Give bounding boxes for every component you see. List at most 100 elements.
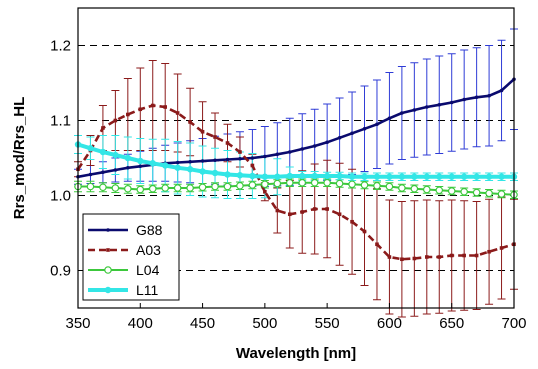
data-point-g88 <box>263 154 267 159</box>
data-point-g88 <box>449 100 454 105</box>
data-point-l11 <box>448 173 455 180</box>
legend-label-g88: G88 <box>136 222 163 238</box>
data-point-g88 <box>400 111 404 115</box>
data-point-l04 <box>398 184 406 192</box>
data-point-a03 <box>287 212 292 217</box>
data-point-g88 <box>138 164 143 169</box>
data-point-a03 <box>337 212 342 217</box>
data-point-l11 <box>498 173 505 180</box>
data-point-l11 <box>186 166 194 173</box>
data-point-g88 <box>412 108 417 112</box>
legend-box <box>82 213 180 301</box>
data-point-l11 <box>87 145 94 152</box>
data-point-g88 <box>462 97 466 102</box>
data-point-a03 <box>300 210 305 214</box>
data-point-a03 <box>225 141 230 145</box>
data-point-g88 <box>250 156 255 160</box>
data-point-l11 <box>299 172 306 180</box>
data-point-l11 <box>124 154 132 162</box>
data-point-l04 <box>485 189 493 198</box>
data-point-l11 <box>460 173 468 180</box>
data-point-a03 <box>499 246 504 250</box>
data-point-g88 <box>188 159 192 164</box>
data-point-g88 <box>287 150 292 154</box>
data-point-l11 <box>423 173 430 180</box>
data-point-l11 <box>336 172 343 180</box>
plot-frame <box>77 7 515 309</box>
data-point-l04 <box>460 187 468 196</box>
data-point-a03 <box>412 256 417 261</box>
data-point-a03 <box>462 253 466 258</box>
data-point-a03 <box>106 248 110 252</box>
data-point-l11 <box>224 171 231 178</box>
data-point-a03 <box>437 255 442 259</box>
data-point-l11 <box>398 173 406 180</box>
data-point-l04 <box>310 178 319 187</box>
y-axis: 0.9 1.0 1.1 1.2 <box>50 38 83 280</box>
data-point-l04 <box>86 182 95 191</box>
data-point-l04 <box>435 186 444 195</box>
data-point-l04 <box>335 179 344 188</box>
data-point-g88 <box>499 88 504 93</box>
y-tick-label: 0.9 <box>50 263 71 280</box>
data-point-a03 <box>474 253 479 258</box>
data-point-l04 <box>198 183 207 192</box>
data-point-a03 <box>425 255 429 259</box>
data-point-l11 <box>361 173 368 180</box>
data-point-a03 <box>113 118 118 123</box>
data-point-l04 <box>298 178 307 187</box>
data-point-g88 <box>200 159 205 163</box>
data-point-l11 <box>174 164 181 171</box>
data-point-g88 <box>325 140 329 145</box>
data-point-l11 <box>249 172 256 180</box>
x-tick-label: 700 <box>501 315 526 332</box>
data-point-a03 <box>200 129 205 134</box>
data-point-l04 <box>285 178 294 187</box>
data-point-g88 <box>238 156 242 161</box>
data-point-l11 <box>149 160 156 167</box>
data-point-a03 <box>150 103 155 108</box>
data-point-l04 <box>236 181 244 190</box>
data-point-l04 <box>348 180 356 189</box>
data-point-l11 <box>411 173 418 180</box>
data-point-l11 <box>137 157 144 165</box>
data-point-a03 <box>138 107 143 112</box>
data-point-l04 <box>173 184 182 192</box>
x-tick-label: 600 <box>377 315 402 332</box>
data-point-a03 <box>375 242 379 247</box>
legend-label-l04: L04 <box>136 262 160 278</box>
y-axis-label: Rrs_mod/Rrs_HL <box>11 97 28 220</box>
data-point-l04 <box>360 181 369 189</box>
data-point-a03 <box>350 219 354 224</box>
x-tick-label: 550 <box>315 315 340 332</box>
data-point-l04 <box>385 182 394 191</box>
data-point-a03 <box>188 120 192 124</box>
legend-label-l11: L11 <box>136 282 159 298</box>
data-point-a03 <box>275 208 280 213</box>
data-point-a03 <box>312 207 317 211</box>
data-point-g88 <box>337 135 342 140</box>
data-point-l11 <box>162 162 169 169</box>
y-tick-label: 1.2 <box>50 38 71 55</box>
data-point-a03 <box>263 189 267 194</box>
data-point-g88 <box>312 144 317 148</box>
x-axis-label: Wavelength [nm] <box>236 345 356 362</box>
x-tick-label: 400 <box>128 315 153 332</box>
data-point-l11 <box>473 173 480 180</box>
data-point-l11 <box>211 169 219 177</box>
data-point-l11 <box>199 168 206 175</box>
data-point-g88 <box>362 126 367 131</box>
x-axis: 350 400 450 500 550 600 650 700 <box>65 303 527 332</box>
markers-a03 <box>76 103 516 262</box>
data-point-l04 <box>148 184 157 193</box>
data-point-g88 <box>474 95 479 100</box>
data-point-l11 <box>386 173 393 180</box>
data-point-a03 <box>238 150 242 154</box>
data-point-a03 <box>250 163 255 168</box>
data-point-a03 <box>126 112 130 117</box>
data-point-l04 <box>211 182 219 191</box>
data-point-l11 <box>236 172 244 179</box>
y-tick-label: 1.1 <box>50 113 71 130</box>
data-point-l11 <box>373 173 381 180</box>
